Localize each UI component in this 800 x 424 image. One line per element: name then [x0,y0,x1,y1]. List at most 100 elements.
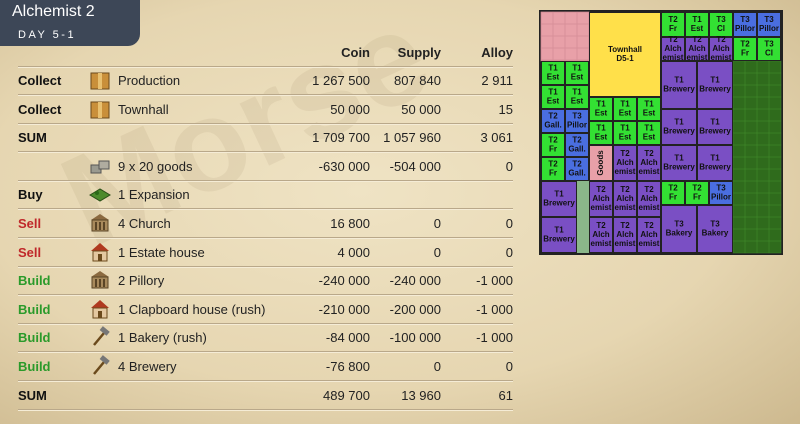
building [541,61,565,85]
row-action: Buy [18,187,43,203]
building [697,61,733,109]
building-label: Goods [596,150,605,176]
building [661,205,697,253]
building-label: T2 [668,35,678,44]
row-value: 0 [505,158,513,174]
building-label: T1 [710,76,720,85]
row-value: 0 [433,359,441,374]
icon-hammer [93,326,110,347]
building-label: Brewery [699,85,731,94]
building [733,12,757,37]
building-label: T2 [740,40,750,49]
subtitle: DAY 5-1 [18,29,77,41]
building-label: Brewery [663,127,695,136]
building-label: Fr [549,145,557,154]
building [697,205,733,253]
building [541,181,577,217]
building-label: T2 [572,136,582,145]
row-value: 2 911 [481,73,513,88]
row-value: 807 840 [394,73,441,88]
row-value: 16 800 [330,216,370,231]
row-label: 4 Brewery [118,359,177,374]
building-label: Fr [693,193,701,202]
building-label: T1 [674,154,684,163]
building-label: T1 [572,88,582,97]
building [565,85,589,109]
building-label: T1 [596,124,606,133]
row-action: SUM [18,387,47,403]
row-action: Build [18,273,51,289]
building-label: T2 [668,15,678,24]
building-label: Pillor [759,24,779,33]
building [637,181,661,217]
building-label: T2 [548,160,558,169]
row-label: 1 Clapboard house (rush) [118,301,266,317]
building-label: T2 [548,136,558,145]
building-label: T3 [710,220,720,229]
building-label: Est [571,73,584,82]
building-label: T1 [554,226,564,235]
building [757,37,781,61]
building-label: T1 [554,190,564,199]
icon-land [89,188,111,202]
building-label: Fr [549,169,557,178]
building-label: T3 [764,15,774,24]
row-action: Sell [18,216,42,231]
building-label: emist [711,53,732,62]
building-label: T1 [710,154,720,163]
row-separator [18,179,513,181]
row-separator [18,294,513,296]
building [589,217,613,253]
building [613,121,637,145]
building-label: emist [615,203,636,212]
building-label: T1 [644,100,654,109]
building-label: Pillor [567,121,587,130]
building-label: Est [691,24,704,33]
building-label: Alch [592,194,609,203]
row-value: 4 000 [337,244,370,260]
building-label: emist [591,239,612,248]
building-label: Est [643,109,656,118]
building-label: Alch [640,194,657,203]
row-label: Townhall [118,101,169,117]
row-separator [18,322,513,324]
building-label: T2 [644,149,654,158]
building-label: Alch [616,194,633,203]
building-label: Est [619,109,632,118]
row-value: 1 709 700 [312,130,370,146]
building [613,145,637,181]
building-label: Bakery [702,229,729,238]
building-label: T1 [620,124,630,133]
building-label: T3 [764,40,774,49]
building-label: T2 [596,221,606,230]
building-label: Fr [669,24,677,33]
building-label: T2 [644,221,654,230]
icon-hammer [93,355,110,375]
building-label: Brewery [699,127,731,136]
row-value: 1 267 500 [312,73,370,88]
building [637,121,661,145]
row-value: 50 000 [401,101,441,117]
building-label: Fr [741,49,749,58]
row-separator [18,151,513,153]
building [541,133,565,157]
building [709,37,733,61]
building-label: Alch [640,158,657,167]
building [541,109,565,133]
building [637,217,661,253]
building-label: emist [591,203,612,212]
building-label: Gall. [568,169,585,178]
row-separator [18,408,513,410]
row-action: Sell [18,244,42,260]
building-label: Alch [688,44,705,53]
icon-house [91,299,109,319]
row-value: 489 700 [323,387,370,403]
building [757,12,781,37]
building-label: T2 [692,35,702,44]
row-value: 13 960 [401,387,441,403]
building-label: emist [687,53,708,62]
row-label: 1 Estate house [118,244,205,260]
row-label: 1 Bakery (rush) [118,330,207,346]
building-label: T1 [674,118,684,127]
